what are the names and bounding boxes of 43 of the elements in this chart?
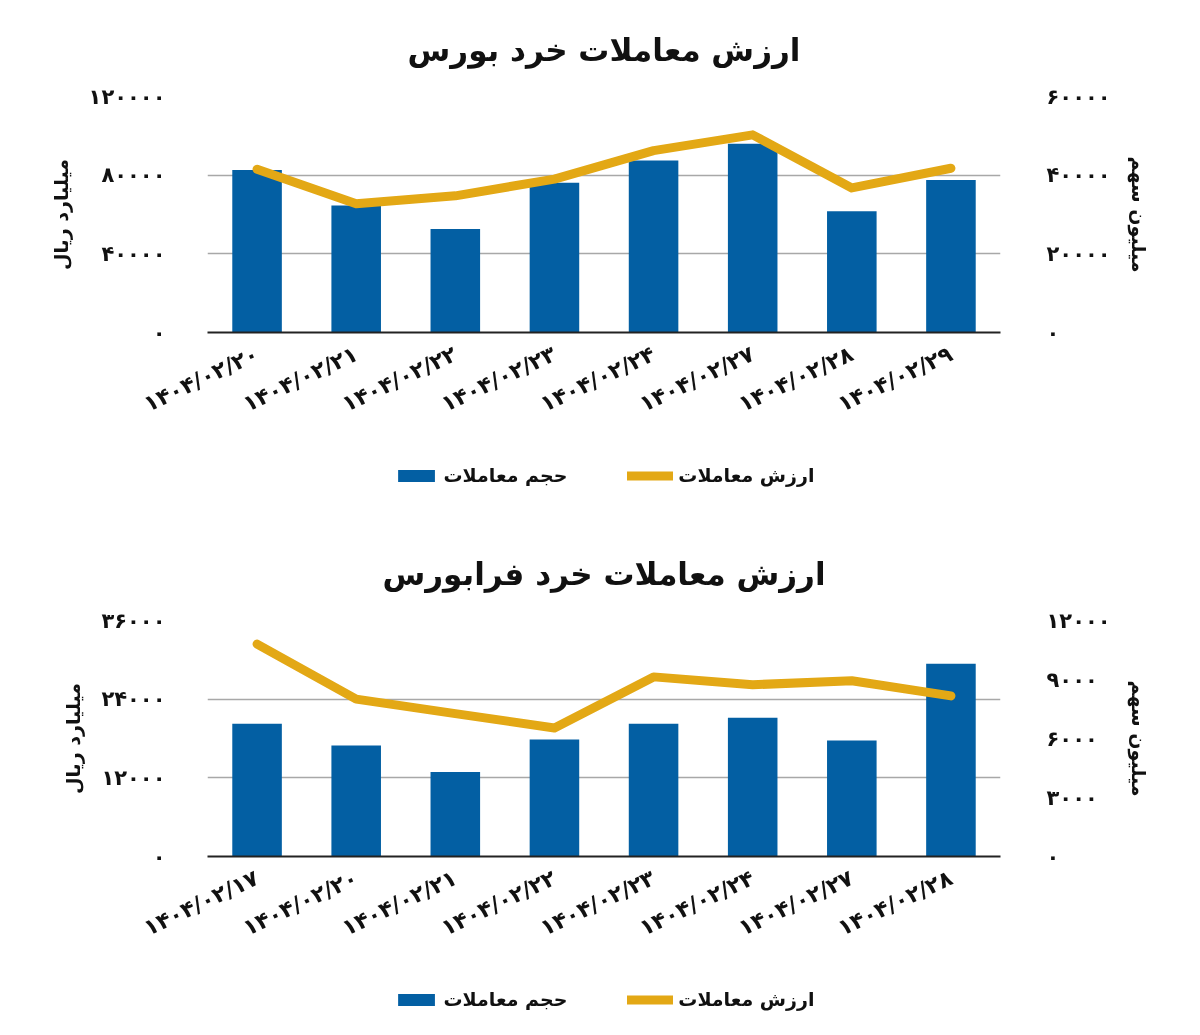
- y2-tick-label: ۴۰۰۰۰: [1046, 163, 1111, 188]
- legend-label: حجم معاملات: [443, 464, 568, 486]
- y2-tick-label: ۹۰۰۰: [1046, 667, 1098, 692]
- y-tick-label: ۸۰۰۰۰: [101, 163, 166, 188]
- y2-axis-title: میلیون سهم: [1126, 680, 1150, 797]
- y-tick-label: ۱۲۰۰۰۰: [88, 84, 166, 109]
- legend-label: ارزش معاملات: [678, 464, 815, 486]
- bar: [529, 739, 580, 857]
- bar: [628, 723, 679, 857]
- y-tick-label: ۲۴۰۰۰: [101, 687, 166, 712]
- y-axis-title: میلیارد ریال: [62, 682, 86, 795]
- y-tick-label: ۴۰۰۰۰: [101, 241, 166, 266]
- legend-label: حجم معاملات: [443, 988, 568, 1010]
- bar: [727, 717, 778, 857]
- bar: [727, 143, 778, 333]
- bar: [926, 179, 976, 333]
- y2-tick-label: ۶۰۰۰۰: [1046, 84, 1111, 109]
- y-axis-title: میلیارد ریال: [49, 158, 73, 271]
- bar: [529, 182, 580, 333]
- y2-tick-label: ۰: [1046, 844, 1060, 869]
- bar: [430, 229, 481, 333]
- y2-tick-label: ۶۰۰۰: [1046, 726, 1098, 751]
- bar: [331, 745, 381, 857]
- bar: [232, 723, 282, 857]
- y2-tick-label: ۰: [1046, 320, 1060, 345]
- y2-tick-label: ۲۰۰۰۰: [1046, 241, 1111, 266]
- y2-tick-label: ۱۲۰۰۰: [1046, 608, 1111, 633]
- bar: [827, 740, 877, 857]
- y2-tick-label: ۳۰۰۰: [1046, 785, 1098, 810]
- y2-axis-title: میلیون سهم: [1126, 156, 1150, 273]
- bar: [430, 771, 481, 857]
- bar: [628, 160, 679, 333]
- y-tick-label: ۱۲۰۰۰: [101, 765, 166, 790]
- chart-title: ارزش معاملات خرد بورس: [407, 31, 801, 69]
- y-tick-label: ۰: [152, 320, 166, 345]
- bar: [827, 211, 877, 333]
- chart-title: ارزش معاملات خرد فرابورس: [382, 555, 826, 593]
- y-tick-label: ۰: [152, 844, 166, 869]
- bar: [331, 205, 381, 333]
- bar: [926, 663, 976, 857]
- bar: [232, 170, 282, 333]
- y-tick-label: ۳۶۰۰۰: [101, 608, 166, 633]
- legend-label: ارزش معاملات: [678, 988, 815, 1010]
